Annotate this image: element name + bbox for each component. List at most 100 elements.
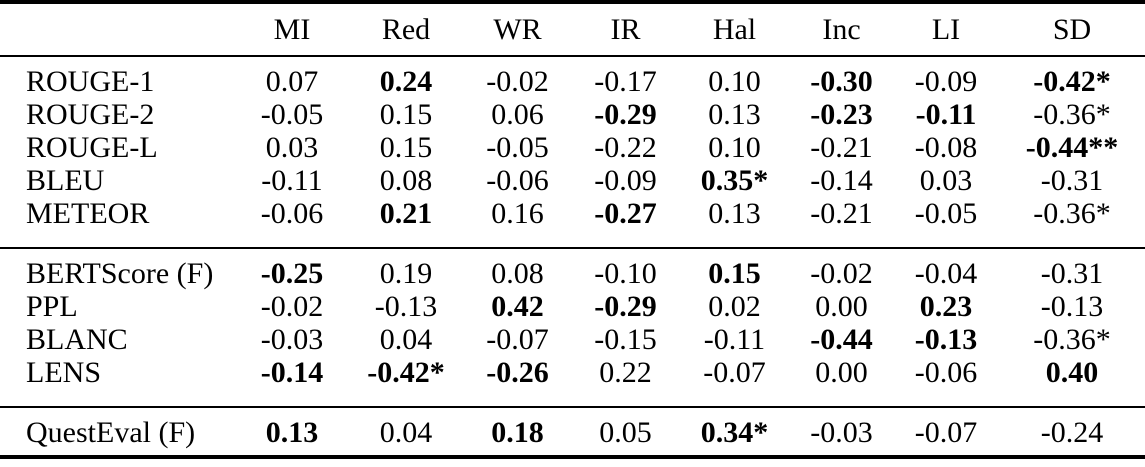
correlation-cell: 0.35* — [700, 164, 769, 197]
correlation-cell: -0.24 — [1040, 416, 1104, 449]
correlation-cell: -0.29 — [594, 98, 657, 131]
correlation-cell: -0.42* — [1033, 65, 1111, 98]
correlation-cell: -0.31 — [1040, 164, 1104, 197]
table-header: MI Red WR IR Hal Inc LI SD — [0, 2, 1145, 56]
correlation-cell: -0.17 — [594, 65, 657, 98]
correlation-cell: -0.05 — [914, 197, 978, 230]
correlation-cell: -0.36* — [1033, 98, 1111, 131]
correlation-cell: -0.09 — [914, 65, 978, 98]
correlation-cell: -0.27 — [594, 197, 657, 230]
header-row: MI Red WR IR Hal Inc LI SD — [0, 2, 1145, 56]
metric-label: BLANC — [26, 323, 128, 356]
metric-label: BERTScore (F) — [26, 257, 214, 290]
correlation-cell: 0.10 — [708, 65, 761, 98]
correlation-cell: 0.23 — [919, 290, 973, 323]
correlation-cell: 0.04 — [379, 323, 433, 356]
correlation-cell: -0.10 — [594, 257, 657, 290]
correlation-cell: -0.06 — [914, 356, 978, 389]
correlation-cell: -0.05 — [260, 98, 324, 131]
correlation-cell: 0.40 — [1045, 356, 1099, 389]
correlation-cell: 0.07 — [265, 65, 319, 98]
correlation-cell: -0.14 — [260, 356, 324, 389]
correlation-cell: -0.21 — [810, 197, 873, 230]
correlation-cell: -0.07 — [914, 416, 978, 449]
metric-label: ROUGE-2 — [26, 98, 155, 131]
correlation-cell: -0.05 — [486, 131, 549, 164]
correlation-cell: -0.44 — [810, 323, 873, 356]
correlation-cell: -0.06 — [486, 164, 549, 197]
correlation-cell: 0.04 — [379, 416, 433, 449]
section-qa-metrics: QuestEval (F) 0.13 0.04 0.18 0.05 0.34* -0.03 -… — [0, 407, 1145, 457]
column-header-inc: Inc — [822, 12, 861, 46]
correlation-cell: -0.29 — [594, 290, 657, 323]
correlation-cell: -0.26 — [486, 356, 549, 389]
correlation-cell: 0.06 — [491, 98, 544, 131]
table-row: ROUGE-L 0.03 0.15 -0.05 -0.22 0.10 -0.21 -0.08 -… — [0, 131, 1145, 164]
correlation-cell: -0.07 — [703, 356, 766, 389]
correlation-cell: 0.24 — [379, 65, 433, 98]
correlation-cell: 0.05 — [599, 416, 652, 449]
correlation-cell: -0.31 — [1040, 257, 1104, 290]
correlation-cell: -0.07 — [486, 323, 549, 356]
metric-label: BLEU — [26, 164, 105, 197]
column-header-wr: WR — [493, 12, 542, 46]
correlation-cell: -0.09 — [594, 164, 657, 197]
correlation-cell: -0.36* — [1033, 323, 1111, 356]
table-row: METEOR -0.06 0.21 0.16 -0.27 0.13 -0.21 -0.05 -0… — [0, 197, 1145, 248]
table-row: BLEU -0.11 0.08 -0.06 -0.09 0.35* -0.14 0.03 -0.… — [0, 164, 1145, 197]
correlation-cell: -0.23 — [810, 98, 873, 131]
correlation-cell: 0.02 — [708, 290, 761, 323]
section-overlap-metrics: ROUGE-1 0.07 0.24 -0.02 -0.17 0.10 -0.30 -0.09-… — [0, 56, 1145, 248]
correlation-cell: -0.30 — [810, 65, 873, 98]
correlation-cell: 0.08 — [379, 164, 433, 197]
metric-label: LENS — [26, 356, 101, 389]
metric-label: ROUGE-L — [26, 131, 158, 164]
correlation-cell: 0.19 — [379, 257, 433, 290]
correlation-cell: 0.21 — [379, 197, 433, 230]
correlation-cell: -0.06 — [260, 197, 324, 230]
correlation-cell: -0.11 — [261, 164, 323, 197]
column-header-hal: Hal — [712, 12, 757, 46]
correlation-cell: -0.03 — [260, 323, 324, 356]
table-row: ROUGE-1 0.07 0.24 -0.02 -0.17 0.10 -0.30 -0.09 -… — [0, 56, 1145, 98]
correlation-cell: -0.21 — [810, 131, 873, 164]
correlation-cell: -0.11 — [915, 98, 977, 131]
correlation-cell: -0.25 — [260, 257, 324, 290]
metric-label: PPL — [26, 290, 78, 323]
metric-label: ROUGE-1 — [26, 65, 155, 98]
correlation-cell: -0.02 — [260, 290, 324, 323]
metric-label: METEOR — [26, 197, 150, 230]
correlation-cell: -0.44** — [1025, 131, 1119, 164]
correlation-cell: 0.15 — [708, 257, 761, 290]
column-header-red: Red — [381, 12, 431, 46]
correlation-cell: -0.13 — [1040, 290, 1104, 323]
correlation-cell: 0.34* — [700, 416, 769, 449]
correlation-cell: 0.16 — [491, 197, 544, 230]
table-row: PPL -0.02 -0.13 0.42 -0.29 0.02 0.00 0.23 -0.13 — [0, 290, 1145, 323]
correlation-cell: 0.00 — [815, 290, 868, 323]
correlation-cell: -0.36* — [1033, 197, 1111, 230]
correlation-cell: 0.03 — [265, 131, 319, 164]
correlation-cell: -0.13 — [914, 323, 978, 356]
column-header-sd: SD — [1052, 12, 1092, 46]
correlation-cell: 0.13 — [708, 98, 761, 131]
correlation-cell: 0.42 — [491, 290, 544, 323]
column-header-ir: IR — [610, 12, 641, 46]
correlation-cell: -0.03 — [810, 416, 873, 449]
table-row: BERTScore (F) -0.25 0.19 0.08 -0.10 0.15 -0.02… — [0, 248, 1145, 290]
correlation-cell: -0.42* — [367, 356, 445, 389]
table-row: QuestEval (F) 0.13 0.04 0.18 0.05 0.34* -0.03 -… — [0, 407, 1145, 457]
column-header-mi: MI — [273, 12, 311, 46]
column-header-li: LI — [931, 12, 961, 46]
correlation-cell: -0.22 — [594, 131, 657, 164]
correlation-cell: 0.10 — [708, 131, 761, 164]
correlation-cell: -0.08 — [914, 131, 978, 164]
correlation-cell: 0.08 — [491, 257, 544, 290]
correlation-cell: 0.00 — [815, 356, 868, 389]
correlation-cell: -0.02 — [810, 257, 873, 290]
correlation-cell: 0.13 — [708, 197, 761, 230]
correlation-cell: 0.15 — [379, 131, 433, 164]
correlation-cell: -0.11 — [703, 323, 766, 356]
correlation-cell: 0.03 — [919, 164, 973, 197]
